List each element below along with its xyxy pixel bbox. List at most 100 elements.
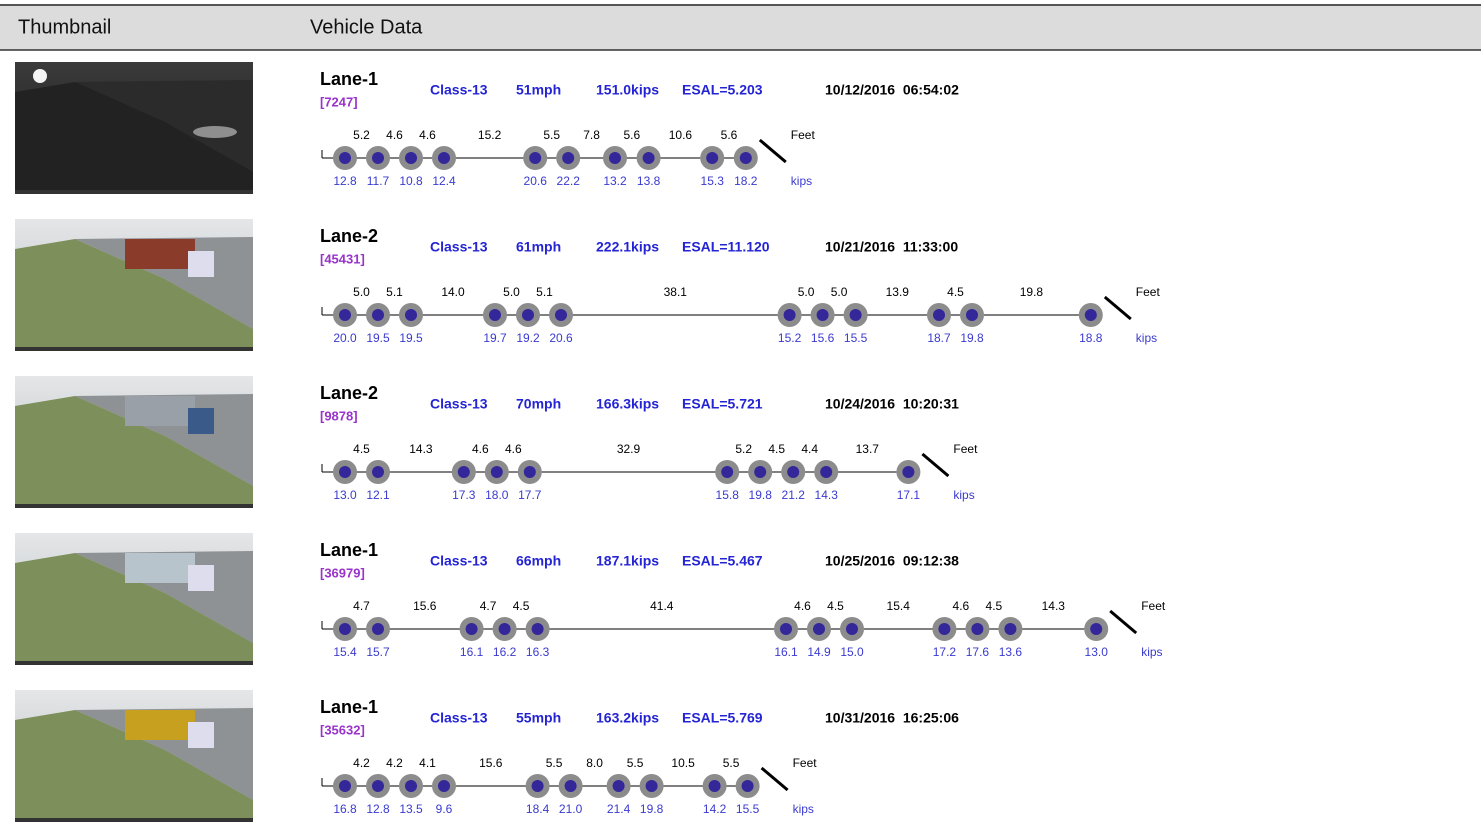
speed: 51mph bbox=[516, 82, 561, 98]
vehicle-id: [9878] bbox=[320, 408, 358, 423]
axle-spacing: 4.6 bbox=[419, 128, 436, 142]
axle-weight: 13.8 bbox=[637, 174, 661, 188]
axle-weight: 15.4 bbox=[333, 645, 357, 659]
axle-weight: 17.2 bbox=[933, 645, 957, 659]
thumb-truck bbox=[125, 553, 195, 583]
class: Class-13 bbox=[430, 396, 488, 412]
axle-weight: 14.9 bbox=[807, 645, 831, 659]
axle-hub bbox=[609, 152, 621, 164]
axle-weight: 17.7 bbox=[518, 488, 542, 502]
thumb-caption bbox=[15, 504, 253, 508]
axle-hub bbox=[438, 780, 450, 792]
axle-spacing: 4.6 bbox=[505, 442, 522, 456]
axle-weight: 10.8 bbox=[399, 174, 423, 188]
axle-spacing: 14.0 bbox=[441, 285, 465, 299]
axle-weight: 20.6 bbox=[549, 331, 573, 345]
axle-weight: 15.3 bbox=[701, 174, 725, 188]
axle-spacing: 4.7 bbox=[480, 599, 497, 613]
lane: Lane-2 bbox=[320, 383, 378, 403]
datetime: 10/24/2016 10:20:31 bbox=[825, 396, 959, 412]
axle-spacing: 5.0 bbox=[503, 285, 520, 299]
axle-weight: 19.8 bbox=[960, 331, 984, 345]
axle-hub bbox=[490, 466, 503, 478]
axle-spacing: 19.8 bbox=[1020, 285, 1044, 299]
axle-spacing: 4.5 bbox=[513, 599, 530, 613]
axle-hub bbox=[555, 309, 567, 321]
thumb-cab bbox=[188, 565, 214, 591]
axle-spacing: 14.3 bbox=[409, 442, 433, 456]
axle-weight: 18.7 bbox=[927, 331, 951, 345]
axle-hub bbox=[339, 780, 351, 792]
axle-hub bbox=[612, 780, 625, 792]
axle-spacing: 7.8 bbox=[583, 128, 600, 142]
spacing-unit: Feet bbox=[1136, 285, 1161, 299]
axle-hub bbox=[966, 309, 978, 321]
axle-hub bbox=[741, 780, 754, 792]
thumbnails bbox=[15, 62, 253, 822]
axle-weight: 18.0 bbox=[485, 488, 509, 502]
axle-spacing: 5.0 bbox=[798, 285, 815, 299]
thumb-grass bbox=[15, 82, 253, 194]
spacing-unit: Feet bbox=[953, 442, 978, 456]
axle-spacing: 4.5 bbox=[827, 599, 844, 613]
rows: Lane-1 [7247] Class-13 51mph 151.0kips ESAL=5… bbox=[320, 69, 1166, 816]
datetime: 10/25/2016 09:12:38 bbox=[825, 553, 959, 569]
thumbnail bbox=[15, 533, 253, 665]
axle-weight: 15.8 bbox=[716, 488, 740, 502]
thumbnail bbox=[15, 690, 253, 822]
axle-hub bbox=[489, 309, 501, 321]
thumb-grass bbox=[15, 239, 253, 351]
axle-weight: 13.5 bbox=[399, 802, 423, 816]
axle-spacing: 4.5 bbox=[768, 442, 785, 456]
thumb-cab bbox=[188, 408, 214, 434]
axle-hub bbox=[739, 152, 752, 164]
axle-weight: 16.2 bbox=[493, 645, 517, 659]
axle-hub bbox=[846, 623, 858, 635]
axle-hub bbox=[1084, 309, 1097, 321]
lane: Lane-1 bbox=[320, 69, 378, 89]
axle-hub bbox=[529, 152, 542, 164]
axle-hub bbox=[339, 309, 351, 321]
axle-spacing: 5.5 bbox=[546, 756, 563, 770]
speed: 61mph bbox=[516, 239, 561, 255]
axle-weight: 18.2 bbox=[734, 174, 758, 188]
axle-weight: 15.6 bbox=[811, 331, 835, 345]
axle-hub bbox=[438, 152, 450, 164]
axle-spacing: 4.2 bbox=[353, 756, 370, 770]
thumbnail bbox=[15, 62, 253, 194]
thumb-grass bbox=[15, 710, 253, 822]
thumb-truck bbox=[125, 710, 195, 740]
axle-spacing: 5.5 bbox=[627, 756, 644, 770]
gross-weight: 187.1kips bbox=[596, 553, 659, 569]
axle-weight: 19.5 bbox=[399, 331, 423, 345]
axle-spacing: 5.1 bbox=[386, 285, 403, 299]
axle-weight: 19.2 bbox=[516, 331, 540, 345]
datetime: 10/31/2016 16:25:06 bbox=[825, 710, 959, 726]
esal: ESAL=5.721 bbox=[682, 396, 763, 412]
thumbnail bbox=[15, 219, 253, 351]
axle-weight: 19.7 bbox=[483, 331, 507, 345]
axle-spacing: 5.5 bbox=[723, 756, 740, 770]
axle-weight: 16.1 bbox=[460, 645, 484, 659]
axle-spacing: 13.9 bbox=[886, 285, 910, 299]
axle-spacing: 14.3 bbox=[1042, 599, 1066, 613]
axle-spacing: 5.5 bbox=[543, 128, 560, 142]
gross-weight: 166.3kips bbox=[596, 396, 659, 412]
axle-hub bbox=[564, 780, 577, 792]
axle-weight: 19.8 bbox=[640, 802, 664, 816]
axle-spacing: 4.5 bbox=[947, 285, 964, 299]
axle-weight: 17.6 bbox=[966, 645, 990, 659]
axle-spacing: 15.4 bbox=[887, 599, 911, 613]
end-slash bbox=[758, 138, 787, 164]
vehicle-id: [36979] bbox=[320, 565, 365, 580]
thumb-road bbox=[75, 80, 253, 172]
axle-weight: 16.8 bbox=[333, 802, 357, 816]
axle-spacing: 5.0 bbox=[831, 285, 848, 299]
axle-weight: 18.8 bbox=[1079, 331, 1103, 345]
thumb-caption bbox=[15, 818, 253, 822]
speed: 66mph bbox=[516, 553, 561, 569]
axle-weight: 17.3 bbox=[452, 488, 476, 502]
datetime: 10/12/2016 06:54:02 bbox=[825, 82, 959, 98]
gross-weight: 222.1kips bbox=[596, 239, 659, 255]
